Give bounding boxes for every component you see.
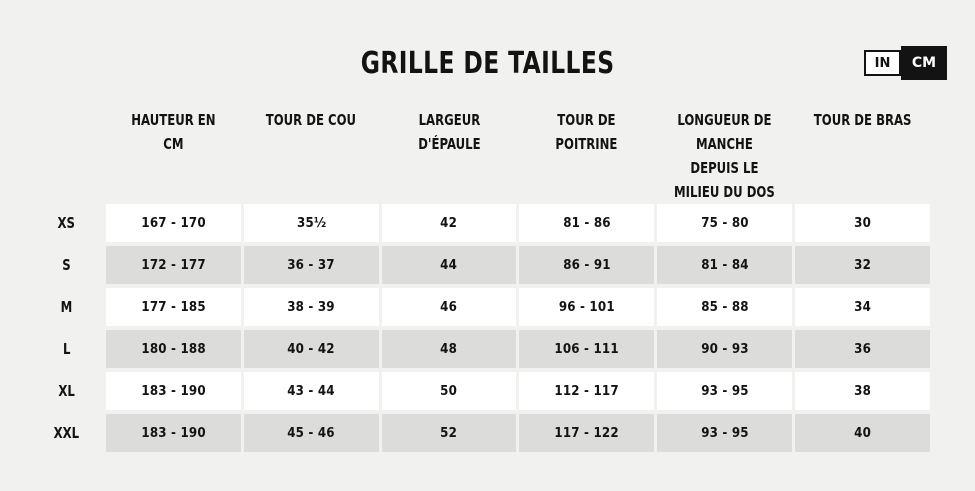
table-cell: 34 [795, 288, 930, 326]
size-label: XL [58, 382, 75, 400]
table-cell: 90 - 93 [657, 330, 793, 368]
table-cell: 40 [795, 414, 930, 452]
table-row: XS 167 - 170 35½ 42 81 - 86 75 - 80 30 [30, 204, 930, 242]
table-cell: 42 [381, 204, 517, 242]
table-cell: 46 [381, 288, 517, 326]
table-cell: 183 - 190 [106, 414, 241, 452]
size-label: XXL [53, 424, 80, 442]
size-label: S [62, 256, 71, 274]
table-cell: 93 - 95 [657, 372, 793, 410]
table-cell: 50 [381, 372, 517, 410]
table-cell: 177 - 185 [106, 288, 241, 326]
table-row: XL 183 - 190 43 - 44 50 112 - 117 93 - 95 38 [30, 372, 930, 410]
table-cell: 81 - 84 [657, 246, 793, 284]
table-cell: 48 [381, 330, 517, 368]
column-header-largeur-epaule: LARGEUR D'ÉPAULE [417, 111, 481, 153]
table-cell: 81 - 86 [519, 204, 655, 242]
column-header-hauteur: HAUTEUR EN CM [131, 111, 216, 153]
table-cell: 36 [795, 330, 930, 368]
table-cell: 112 - 117 [519, 372, 655, 410]
table-cell: 117 - 122 [519, 414, 655, 452]
table-cell: 38 - 39 [243, 288, 379, 326]
unit-toggle: IN CM [864, 46, 947, 80]
table-cell: 172 - 177 [106, 246, 241, 284]
table-cell: 93 - 95 [657, 414, 793, 452]
table-row: S 172 - 177 36 - 37 44 86 - 91 81 - 84 32 [30, 246, 930, 284]
table-cell: 86 - 91 [519, 246, 655, 284]
column-header-tour-de-cou: TOUR DE COU [266, 111, 357, 129]
page-title-text: GRILLE DE TAILLES [360, 46, 615, 81]
table-cell: 30 [795, 204, 930, 242]
table-cell: 45 - 46 [243, 414, 379, 452]
table-cell: 32 [795, 246, 930, 284]
table-cell: 180 - 188 [106, 330, 241, 368]
table-cell: 44 [381, 246, 517, 284]
column-header-tour-de-bras: TOUR DE BRAS [813, 111, 912, 129]
table-header-row: HAUTEUR EN CM TOUR DE COU LARGEUR D'ÉPAU… [30, 106, 930, 204]
table-cell: 40 - 42 [243, 330, 379, 368]
table-cell: 75 - 80 [657, 204, 793, 242]
size-label: M [60, 298, 73, 316]
page-title: GRILLE DE TAILLES [30, 46, 945, 82]
table-cell: 106 - 111 [519, 330, 655, 368]
table-row: XXL 183 - 190 45 - 46 52 117 - 122 93 - 95 40 [30, 414, 930, 452]
table-cell: 96 - 101 [519, 288, 655, 326]
table-cell: 85 - 88 [657, 288, 793, 326]
table-cell: 43 - 44 [243, 372, 379, 410]
unit-cm-button[interactable]: CM [901, 46, 947, 80]
table-cell: 36 - 37 [243, 246, 379, 284]
table-cell: 35½ [243, 204, 379, 242]
table-cell: 183 - 190 [106, 372, 241, 410]
table-row: L 180 - 188 40 - 42 48 106 - 111 90 - 93 36 [30, 330, 930, 368]
column-header-longueur-manche: LONGUEUR DE MANCHE DEPUIS LE MILIEU DU D… [674, 111, 776, 201]
column-header-tour-de-poitrine: TOUR DE POITRINE [555, 111, 618, 153]
size-label: XS [57, 214, 76, 232]
unit-in-button[interactable]: IN [864, 50, 901, 76]
size-label: L [62, 340, 71, 358]
table-cell: 38 [795, 372, 930, 410]
table-cell: 167 - 170 [106, 204, 241, 242]
table-row: M 177 - 185 38 - 39 46 96 - 101 85 - 88 34 [30, 288, 930, 326]
table-cell: 52 [381, 414, 517, 452]
table-body: XS 167 - 170 35½ 42 81 - 86 75 - 80 30 S 172 - 1… [30, 204, 945, 452]
